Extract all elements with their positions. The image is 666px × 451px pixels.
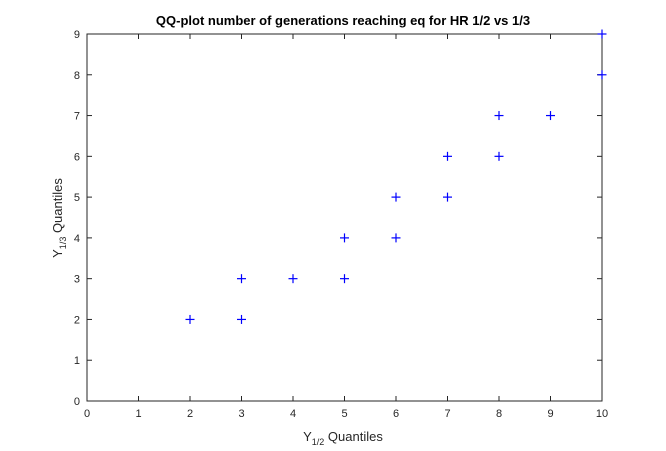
data-point bbox=[237, 274, 246, 284]
x-tick-label: 9 bbox=[547, 408, 553, 420]
y-axis-label: Y1/3 Quantiles bbox=[50, 178, 68, 258]
data-point bbox=[546, 111, 555, 121]
data-point bbox=[340, 274, 349, 284]
data-point bbox=[288, 274, 298, 284]
x-tick-label: 7 bbox=[444, 408, 450, 420]
data-point bbox=[597, 29, 607, 39]
y-tick-label: 3 bbox=[74, 274, 80, 286]
x-tick-label: 2 bbox=[187, 408, 193, 420]
x-tick-label: 5 bbox=[341, 408, 347, 420]
data-point bbox=[340, 233, 349, 243]
axes-box bbox=[86, 33, 603, 402]
x-tick-label: 3 bbox=[238, 408, 244, 420]
x-axis-label: Y1/2 Quantiles bbox=[303, 429, 383, 447]
y-axis-ticks: 0 1 2 3 4 5 6 7 8 9 bbox=[74, 29, 602, 408]
x-tick-label: 1 bbox=[135, 408, 141, 420]
x-tick-label: 6 bbox=[393, 408, 399, 420]
data-point bbox=[443, 151, 452, 161]
y-tick-label: 9 bbox=[74, 29, 80, 41]
y-tick-label: 2 bbox=[74, 314, 80, 326]
x-tick-label: 0 bbox=[84, 408, 90, 420]
data-point bbox=[237, 314, 246, 324]
y-tick-label: 5 bbox=[74, 192, 80, 204]
data-point bbox=[597, 70, 607, 80]
data-point bbox=[391, 192, 401, 202]
data-point bbox=[494, 151, 504, 161]
data-point bbox=[391, 233, 401, 243]
data-point bbox=[494, 111, 504, 121]
y-tick-label: 8 bbox=[74, 70, 80, 82]
y-tick-label: 6 bbox=[74, 151, 80, 163]
data-points bbox=[185, 29, 607, 324]
data-point bbox=[185, 314, 195, 324]
chart-title: QQ-plot number of generations reaching e… bbox=[156, 13, 530, 28]
x-tick-label: 8 bbox=[496, 408, 502, 420]
x-axis-ticks: 0 1 2 3 4 5 6 7 8 9 10 bbox=[84, 34, 608, 420]
plot-axes bbox=[86, 33, 603, 402]
y-tick-label: 4 bbox=[74, 233, 80, 245]
y-tick-label: 0 bbox=[74, 396, 80, 408]
data-point bbox=[443, 192, 452, 202]
x-tick-label: 4 bbox=[290, 408, 296, 420]
x-tick-label: 10 bbox=[596, 408, 608, 420]
y-tick-label: 7 bbox=[74, 111, 80, 123]
y-tick-label: 1 bbox=[74, 355, 80, 367]
